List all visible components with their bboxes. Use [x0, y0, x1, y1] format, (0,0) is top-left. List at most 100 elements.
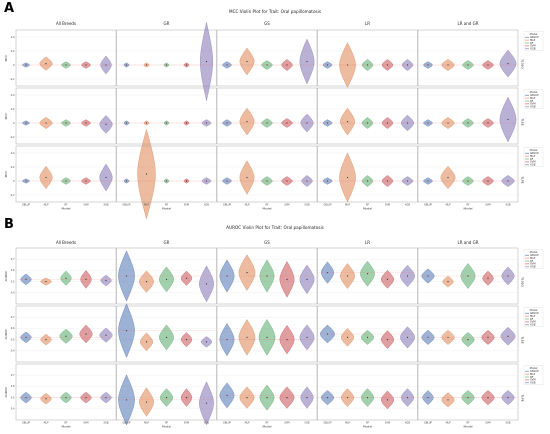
legend-entry: RF — [530, 259, 534, 263]
median-point — [487, 180, 489, 182]
median-point — [406, 397, 409, 399]
median-point — [467, 180, 469, 182]
x-tick-label: SVM — [284, 422, 289, 425]
y-tick-label: -0.2 — [10, 78, 15, 81]
legend-entry: RF — [530, 375, 534, 379]
median-point — [366, 336, 369, 338]
median-point — [447, 281, 449, 283]
y-tick-label: 0.4 — [11, 408, 15, 411]
median-point — [246, 121, 248, 123]
median-point — [65, 335, 67, 337]
legend-title: Model — [530, 90, 538, 94]
x-tick-label: XGB — [103, 204, 108, 207]
subplot-frame — [15, 29, 117, 87]
subplot-frame — [417, 305, 519, 363]
subplot-frame — [216, 247, 318, 305]
subplot-frame — [317, 145, 418, 203]
x-tick-label: MLP — [245, 204, 250, 207]
x-tick-label: MLP — [345, 204, 350, 207]
median-point — [386, 339, 389, 341]
x-axis-label: Model — [262, 425, 271, 429]
x-tick-label: GBLUP — [123, 422, 131, 425]
median-point — [105, 176, 107, 179]
y-tick-label: 0.7 — [11, 316, 15, 319]
y-tick-label: 0.7 — [11, 374, 15, 377]
median-point — [45, 63, 47, 65]
legend-entry: SVM — [530, 102, 536, 106]
median-point — [165, 122, 168, 124]
subplot-frame — [216, 305, 318, 363]
median-point — [266, 64, 268, 66]
subplot-frame — [417, 145, 519, 203]
legend-entry: SVM — [530, 378, 536, 382]
legend-entry: XGB — [530, 105, 536, 109]
legend-title: Model — [530, 308, 538, 312]
x-tick-label: MLP — [245, 422, 250, 425]
legend-entry: MLP — [530, 314, 536, 318]
median-point — [487, 64, 489, 66]
legend-entry: XGB — [530, 163, 536, 167]
y-axis-label: AUROC — [4, 271, 8, 282]
median-point — [105, 397, 107, 399]
y-tick-label: -0.2 — [10, 136, 15, 139]
median-point — [105, 279, 107, 282]
subplot-frame — [15, 145, 117, 203]
subplot-frame — [417, 87, 519, 145]
legend-entry: MLP — [530, 372, 536, 376]
median-point — [386, 278, 389, 280]
median-point — [65, 64, 67, 66]
subplot-frame — [116, 363, 217, 421]
x-tick-label: GBLUP — [324, 204, 332, 207]
x-tick-label: XGB — [505, 204, 510, 207]
median-point — [45, 281, 47, 283]
column-title: LR — [365, 240, 370, 245]
x-tick-label: SVM — [184, 422, 189, 425]
median-point — [366, 64, 369, 66]
x-tick-label: SVM — [385, 204, 390, 207]
median-point — [406, 275, 409, 277]
y-tick-label: 0.4 — [11, 36, 15, 39]
median-point — [406, 122, 409, 124]
y-tick-label: 0 — [13, 122, 15, 125]
x-tick-label: SVM — [83, 204, 88, 207]
x-tick-label: GBLUP — [123, 204, 131, 207]
x-tick-label: RF — [366, 422, 370, 425]
column-title: GS — [264, 240, 270, 245]
median-point — [105, 123, 107, 125]
y-tick-label: 0 — [13, 180, 15, 183]
x-tick-label: SVM — [385, 422, 390, 425]
median-point — [85, 122, 87, 124]
median-point — [406, 336, 409, 338]
legend-entry: XGB — [530, 265, 536, 269]
x-tick-label: SVM — [485, 422, 490, 425]
subplot-frame — [317, 87, 418, 145]
x-axis-label: Model — [61, 207, 70, 211]
median-point — [346, 336, 349, 338]
column-title: LR — [365, 21, 370, 26]
column-title: LR and GR — [458, 240, 479, 245]
median-point — [386, 399, 389, 401]
median-point — [246, 176, 248, 179]
median-point — [306, 397, 308, 399]
subplot-frame — [15, 363, 117, 421]
median-point — [507, 275, 509, 277]
panel-letter-b: B — [4, 217, 14, 232]
median-point — [386, 64, 389, 66]
y-tick-label: 0.6 — [11, 269, 15, 272]
x-tick-label: GBLUP — [223, 204, 231, 207]
legend-entry: XGB — [530, 323, 536, 327]
subplot-frame — [116, 305, 217, 363]
median-point — [205, 283, 208, 285]
x-tick-label: XGB — [304, 422, 309, 425]
median-point — [406, 64, 409, 66]
median-point — [467, 64, 469, 66]
column-title: All Breeds — [56, 240, 76, 245]
legend-title: Model — [530, 32, 538, 36]
median-point — [467, 275, 469, 277]
subplot-frame — [216, 29, 318, 87]
legend-title: Model — [530, 148, 538, 152]
median-point — [346, 176, 349, 179]
x-tick-label: SVM — [284, 204, 289, 207]
median-point — [366, 273, 369, 275]
column-title: GS — [264, 21, 270, 26]
